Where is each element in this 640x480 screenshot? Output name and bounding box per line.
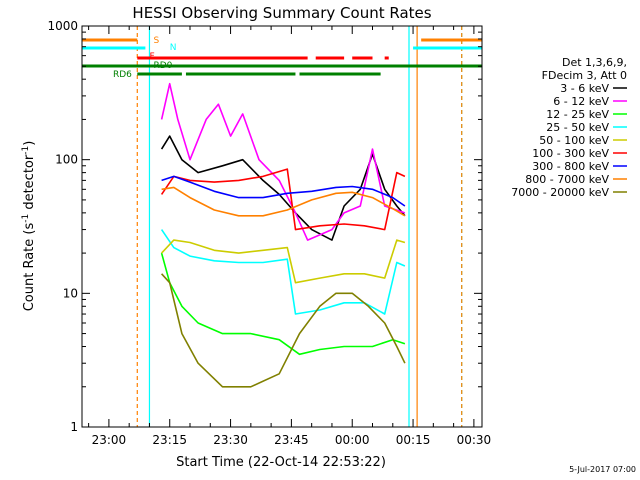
- series-line: [161, 175, 406, 207]
- series-line: [160, 252, 406, 356]
- y-tick-label: 100: [55, 153, 78, 167]
- flag-bar-label: RD6: [113, 70, 132, 80]
- legend-label: 3 - 6 keV: [560, 82, 609, 95]
- y-axis-label: Count Rate (s-1 detector-1): [21, 141, 37, 312]
- legend-label: 800 - 7000 keV: [525, 173, 609, 186]
- series-line: [160, 168, 406, 231]
- legend-label: 100 - 300 keV: [532, 147, 609, 160]
- series-line: [161, 273, 406, 388]
- legend-label: 25 - 50 keV: [546, 121, 609, 134]
- flag-bar-label: N: [170, 43, 177, 53]
- x-axis-label: Start Time (22-Oct-14 22:53:22): [176, 455, 386, 470]
- x-tick-label: 23:45: [274, 433, 309, 447]
- x-tick-label: 00:15: [396, 433, 431, 447]
- x-tick-label: 23:00: [92, 433, 127, 447]
- plot-frame: [81, 25, 483, 428]
- flag-bar-label: RD0: [154, 61, 173, 71]
- x-tick-label: 23:30: [213, 433, 248, 447]
- legend-label: 300 - 800 keV: [532, 160, 609, 173]
- legend-label: 7000 - 20000 keV: [511, 186, 609, 199]
- legend-label: 12 - 25 keV: [546, 108, 609, 121]
- series-line: [160, 229, 406, 315]
- chart-title: HESSI Observing Summary Count Rates: [132, 4, 431, 22]
- x-tick-label: 00:30: [457, 433, 492, 447]
- axis-ticks: 1 10 100 1000 23:00 23:15 23:30 23:45 00:00 00:15…: [47, 19, 491, 447]
- x-tick-label: 00:00: [335, 433, 370, 447]
- x-tick-label: 23:15: [152, 433, 187, 447]
- y-tick-label: 1: [70, 420, 78, 434]
- legend-label: 50 - 100 keV: [539, 134, 609, 147]
- legend-header: Det 1,3,6,9,: [562, 56, 627, 69]
- date-stamp: 5-Jul-2017 07:00: [569, 465, 636, 474]
- flag-bar-label: S: [154, 36, 160, 46]
- series-line: [161, 239, 406, 284]
- legend-label: 6 - 12 keV: [553, 95, 609, 108]
- flag-bar-label: F: [149, 52, 154, 62]
- legend-header: FDecim 3, Att 0: [542, 69, 627, 82]
- y-tick-label: 10: [63, 286, 78, 300]
- y-tick-label: 1000: [47, 19, 78, 33]
- series-line: [161, 186, 406, 217]
- series-line: [160, 82, 406, 241]
